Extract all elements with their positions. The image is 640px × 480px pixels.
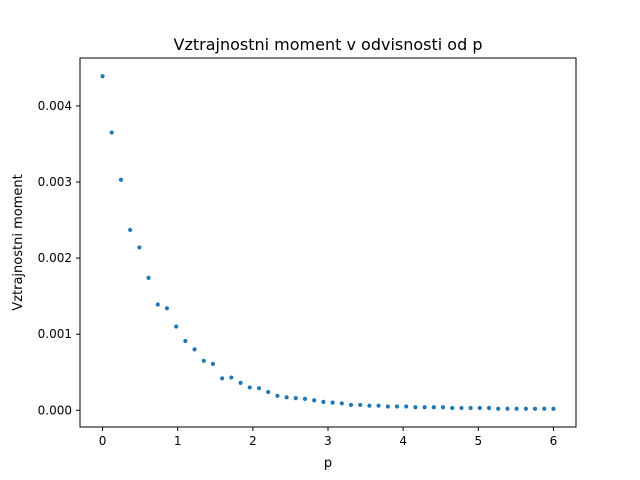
data-point-0-9 [183,338,188,344]
x-axis-label: p [324,456,332,471]
data-point-0-24 [321,399,326,404]
data-point-0-40 [468,405,473,411]
y-tick-label-3: 0.003 [38,175,72,189]
data-point-0-20 [284,395,289,400]
data-point-0-45 [514,406,519,411]
data-point-0-6 [155,302,160,307]
data-point-0-34 [413,405,418,410]
y-tick-label-4: 0.004 [38,99,72,113]
x-tick-label-0: 0 [99,434,107,448]
data-point-0-3 [128,227,133,233]
x-tick-label-5: 5 [474,434,482,448]
data-point-0-23 [312,398,317,403]
y-axis: 0.000 0.001 0.002 0.003 0.004 [38,99,80,417]
data-point-0-36 [431,405,436,410]
data-point-0-5 [146,275,151,280]
data-point-0-38 [450,405,455,411]
data-point-0-37 [440,405,446,410]
data-points [100,74,556,411]
x-tick-label-3: 3 [324,434,332,448]
data-point-0-25 [330,400,335,405]
data-point-0-31 [385,404,390,409]
data-point-0-15 [238,380,243,385]
data-point-0-2 [118,177,124,182]
data-point-0-19 [275,393,280,398]
data-point-0-18 [266,389,271,395]
data-point-0-43 [496,406,501,411]
data-point-0-13 [220,376,225,381]
data-point-0-48 [542,406,547,411]
data-point-0-0 [100,74,105,79]
chart-title: Vztrajnostni moment v odvisnosti od p [174,35,483,54]
data-point-0-41 [477,405,482,411]
data-point-0-27 [348,402,354,408]
data-point-0-44 [505,406,510,411]
data-point-0-42 [486,405,492,411]
data-point-0-30 [376,403,381,408]
data-point-0-26 [339,401,344,406]
x-axis: 0 1 2 3 4 5 6 [99,427,558,448]
y-tick-label-0: 0.000 [38,403,72,417]
data-point-0-11 [201,358,206,363]
data-point-0-12 [210,361,216,366]
data-point-0-8 [174,324,179,329]
data-point-0-1 [109,130,114,135]
x-tick-label-1: 1 [174,434,182,448]
data-point-0-17 [256,386,262,391]
data-point-0-46 [523,406,528,411]
data-point-0-49 [551,406,556,411]
data-point-0-16 [247,385,252,390]
data-point-0-10 [192,347,197,352]
data-point-0-22 [302,396,308,401]
data-point-0-28 [358,402,363,408]
data-point-0-32 [394,404,400,409]
data-point-0-47 [532,406,538,411]
data-point-0-21 [293,395,298,401]
data-point-0-14 [229,375,234,380]
x-tick-label-6: 6 [550,434,558,448]
y-tick-label-2: 0.002 [38,251,72,265]
data-point-0-35 [422,405,427,410]
data-point-0-33 [404,404,409,409]
plot-frame [79,57,577,428]
x-tick-label-2: 2 [249,434,257,448]
x-tick-label-4: 4 [399,434,407,448]
data-point-0-4 [137,245,142,250]
y-tick-label-1: 0.001 [38,327,72,341]
data-point-0-39 [459,405,464,411]
data-point-0-29 [367,403,372,408]
data-point-0-7 [164,306,170,311]
y-axis-label: Vztrajnostni moment [11,174,26,310]
